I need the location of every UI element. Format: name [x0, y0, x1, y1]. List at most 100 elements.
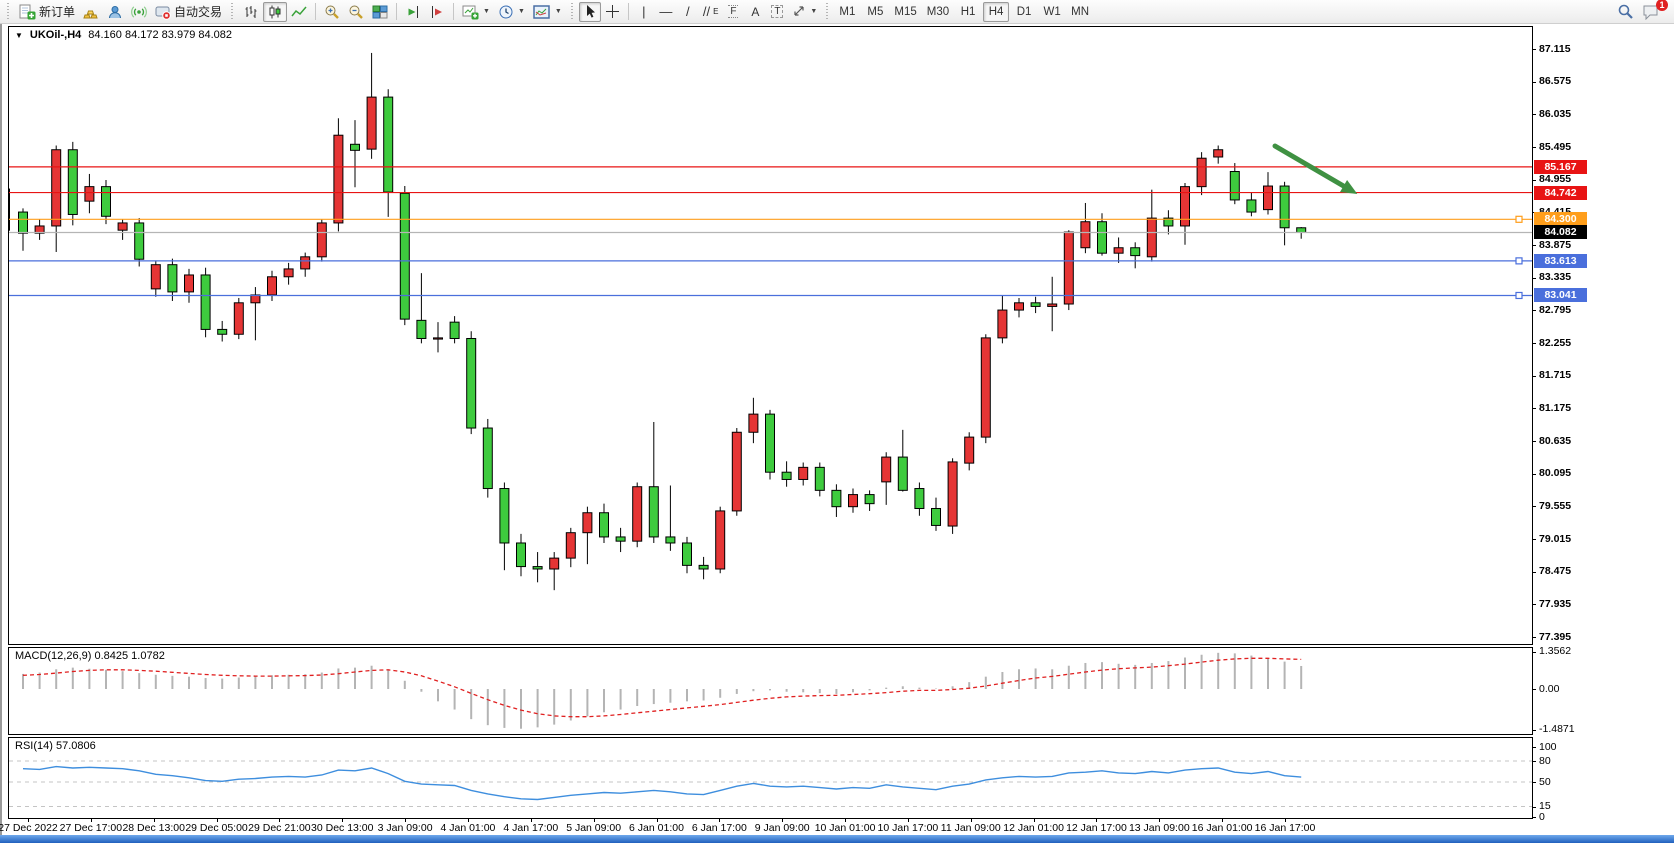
zoom-in-icon — [325, 5, 339, 19]
toolbar-grip[interactable] — [825, 3, 831, 20]
toolbar-grip[interactable] — [230, 3, 236, 20]
timeframe-button-M1[interactable]: M1 — [839, 5, 856, 18]
new-chart-dropdown[interactable]: ▼ — [458, 2, 494, 22]
line-chart-button[interactable] — [287, 2, 311, 22]
candle-body — [665, 536, 676, 544]
x-axis-label: 10 Jan 17:00 — [877, 822, 939, 834]
y-axis-tick — [1533, 245, 1536, 247]
macd-canvas[interactable] — [9, 648, 1532, 734]
candle-body — [1030, 302, 1041, 307]
text-label-tool[interactable]: T — [766, 2, 788, 22]
fibonacci-tool[interactable]: F — [722, 2, 744, 22]
equidistant-channel-tool[interactable]: //E — [699, 2, 723, 22]
candlestick-chart-button[interactable] — [263, 1, 288, 22]
candle-body — [1097, 221, 1107, 254]
y-axis-label: 84.955 — [1539, 173, 1572, 186]
rsi-axis-label: 80 — [1539, 754, 1551, 767]
candle-body — [632, 486, 643, 542]
chart-shift-button[interactable] — [425, 2, 449, 22]
price-line-handle[interactable] — [1515, 215, 1523, 223]
candle-body — [333, 134, 344, 224]
candle-body — [831, 489, 842, 508]
clock-icon — [499, 5, 513, 18]
x-axis-tick — [845, 819, 847, 822]
line-chart-icon — [291, 6, 307, 16]
auto-scroll-button[interactable] — [401, 2, 425, 22]
timeframe-button-W1[interactable]: W1 — [1043, 5, 1061, 18]
toolbar-grip[interactable] — [6, 3, 11, 20]
candle-body — [482, 427, 493, 490]
vertical-line-tool[interactable]: | — [633, 2, 655, 22]
tile-windows-button[interactable] — [368, 2, 392, 22]
new-order-icon — [19, 4, 36, 19]
search-button[interactable] — [1613, 2, 1638, 22]
timeframe-button-D1[interactable]: D1 — [1016, 5, 1032, 18]
y-axis-tick — [1533, 506, 1536, 508]
timeframe-button-H1[interactable]: H1 — [960, 5, 976, 18]
candle-body — [316, 222, 327, 258]
auto-trading-button[interactable]: 自动交易 — [151, 2, 226, 22]
new-order-button[interactable]: 新订单 — [15, 2, 79, 22]
timeframe-button-MN[interactable]: MN — [1071, 5, 1090, 18]
timeframe-button-M30[interactable]: M30 — [926, 5, 950, 18]
toolbar: 新订单 自动交易 — [0, 0, 1674, 24]
price-line-handle[interactable] — [1515, 257, 1523, 265]
bar-chart-button[interactable] — [239, 2, 263, 22]
x-axis-tick — [970, 819, 972, 822]
zoom-in-button[interactable] — [320, 2, 344, 22]
timeframe-button-H4[interactable]: H4 — [983, 1, 1010, 22]
candle-body — [167, 264, 178, 293]
rsi-indicator-pane[interactable]: RSI(14) 57.0806 — [8, 737, 1533, 819]
text-tool[interactable]: A — [744, 2, 766, 22]
zoom-out-button[interactable] — [344, 2, 368, 22]
x-axis-tick — [530, 819, 532, 822]
signals-button[interactable] — [127, 2, 151, 22]
candle-body — [615, 536, 626, 542]
horizontal-line-tool[interactable]: — — [655, 2, 677, 22]
y-axis-label: 87.115 — [1539, 42, 1571, 55]
timeframe-button-M5[interactable]: M5 — [867, 5, 884, 18]
community-button[interactable] — [103, 2, 127, 22]
rsi-axis-tick — [1533, 747, 1536, 748]
candle-body — [1229, 171, 1240, 201]
rsi-axis-tick — [1533, 761, 1536, 762]
price-chart-canvas[interactable] — [9, 27, 1532, 644]
rsi-axis-tick — [1533, 782, 1536, 783]
zoom-out-icon — [349, 5, 363, 19]
tile-windows-icon — [372, 5, 388, 18]
trend-arrow-annotation[interactable] — [1272, 143, 1347, 189]
candle-body — [848, 494, 858, 508]
symbol-collapse-icon[interactable]: ▼ — [15, 30, 23, 40]
y-axis-tick — [1533, 343, 1536, 345]
x-axis-tick — [719, 819, 721, 822]
candle-body — [698, 564, 709, 570]
market-button[interactable] — [79, 2, 103, 22]
toolbar-separator — [453, 3, 455, 20]
main-chart-pane[interactable]: ▼ UKOil-,H4 84.160 84.172 83.979 84.082 — [8, 26, 1533, 645]
toolbar-separator — [315, 3, 317, 20]
y-axis-label: 83.875 — [1539, 238, 1572, 251]
macd-indicator-pane[interactable]: MACD(12,26,9) 0.8425 1.0782 — [8, 647, 1533, 735]
y-axis-label: 79.555 — [1539, 499, 1572, 512]
candle-body — [1146, 217, 1157, 258]
candle-body — [798, 466, 809, 480]
timeframe-button-M15[interactable]: M15 — [894, 5, 917, 18]
crosshair-button[interactable] — [601, 2, 624, 22]
candle-body — [1047, 303, 1058, 307]
cursor-button[interactable] — [578, 1, 601, 22]
templates-dropdown[interactable]: ▼ — [529, 2, 566, 22]
rsi-canvas[interactable] — [9, 738, 1532, 818]
rsi-line — [22, 765, 1302, 801]
price-axis[interactable]: 87.11586.57586.03585.49584.95584.41583.8… — [1533, 0, 1674, 843]
price-badge: 84.082 — [1534, 225, 1587, 240]
channel-icon-letter: E — [713, 7, 719, 16]
candle-body — [1263, 185, 1273, 211]
toolbar-grip[interactable] — [569, 3, 575, 20]
price-line-handle[interactable] — [1515, 291, 1523, 300]
trendline-tool[interactable]: / — [677, 2, 699, 22]
chart-template-icon — [533, 4, 550, 19]
time-axis[interactable]: 27 Dec 2022 27 Dec 17:00 28 Dec 13:00 29 De… — [0, 819, 1533, 835]
chat-button[interactable]: 1 — [1638, 0, 1668, 22]
periodicity-dropdown[interactable]: ▼ — [494, 2, 529, 22]
arrows-dropdown[interactable]: ▼ — [788, 2, 821, 22]
